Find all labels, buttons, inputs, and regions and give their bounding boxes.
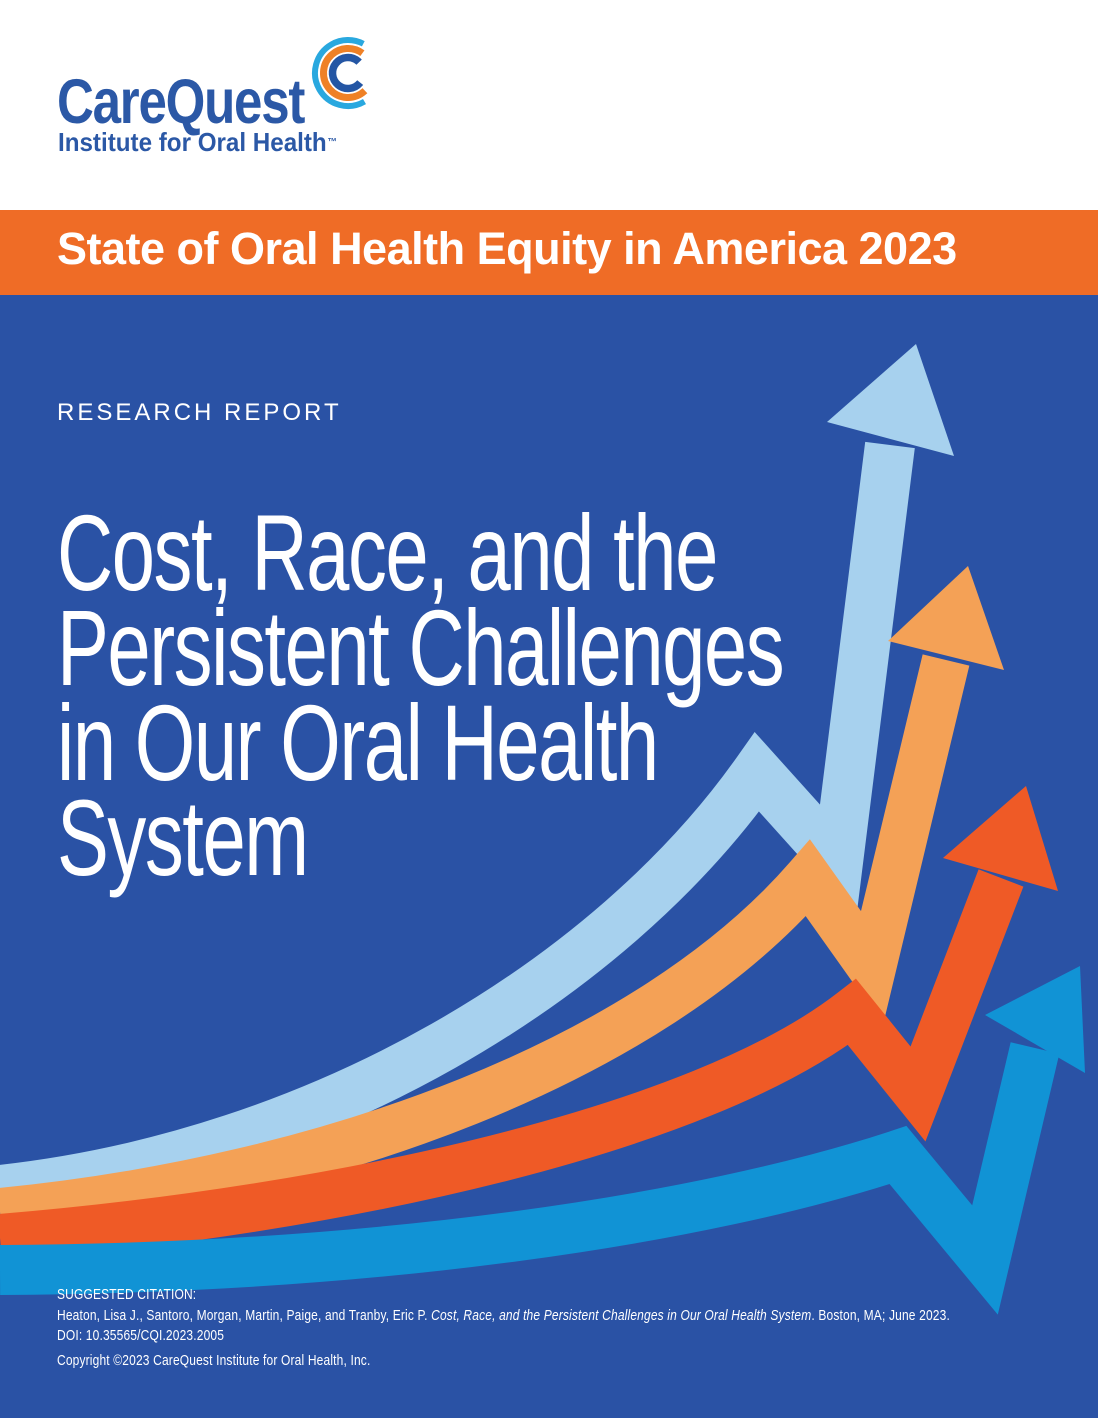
report-title: Cost, Race, and the Persistent Challenge…: [57, 492, 785, 898]
citation-label: SUGGESTED CITATION:: [57, 1286, 197, 1303]
crescent-outer-arc: [312, 37, 384, 109]
citation-doi: DOI: 10.35565/CQI.2023.2005: [57, 1327, 225, 1344]
logo-tagline: Institute for Oral Health™: [58, 127, 337, 158]
report-title-line-2: Persistent Challenges: [57, 587, 785, 708]
logo-tagline-text: Institute for Oral Health: [58, 127, 327, 157]
citation-block: SUGGESTED CITATION: Heaton, Lisa J., San…: [57, 1285, 950, 1371]
citation-work-title: Cost, Race, and the Persistent Challenge…: [431, 1306, 812, 1324]
crescent-inner-arc: [328, 53, 368, 93]
citation-reference: Heaton, Lisa J., Santoro, Morgan, Martin…: [57, 1306, 950, 1327]
carequest-wordmark: CareQuest: [57, 67, 305, 137]
citation-authors: Heaton, Lisa J., Santoro, Morgan, Martin…: [57, 1306, 432, 1324]
report-title-line-1: Cost, Race, and the: [57, 492, 718, 613]
carequest-crescent-icon: [312, 37, 384, 109]
trademark-symbol: ™: [327, 137, 337, 148]
header: CareQuest Institute for Oral Health™: [0, 0, 1098, 210]
citation-tail: . Boston, MA; June 2023.: [811, 1306, 950, 1324]
series-banner: State of Oral Health Equity in America 2…: [0, 210, 1098, 295]
report-title-line-3: in Our Oral Health: [57, 682, 659, 803]
series-banner-title: State of Oral Health Equity in America 2…: [57, 223, 957, 274]
report-kicker: RESEARCH REPORT: [57, 399, 342, 426]
copyright-line: Copyright ©2023 CareQuest Institute for …: [57, 1351, 371, 1369]
report-title-line-4: System: [57, 777, 309, 898]
